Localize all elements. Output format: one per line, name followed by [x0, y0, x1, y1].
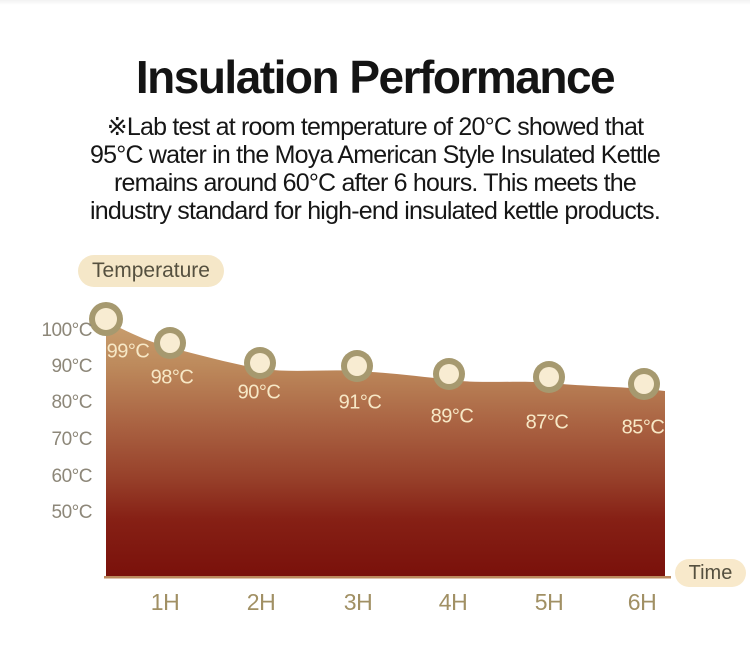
- point-label-5: 87°C: [525, 411, 569, 434]
- description-line-3: remains around 60°C after 6 hours. This …: [113, 169, 637, 197]
- data-point-dot: [160, 333, 180, 353]
- x-tick-label-6h: 6H: [627, 589, 657, 615]
- chart-baseline: [104, 576, 671, 579]
- description-line-1: ※Lab test at room temperature of 20°C sh…: [106, 113, 644, 141]
- temperature-axis-label: Temperature: [92, 259, 210, 282]
- point-label-3: 91°C: [338, 391, 382, 414]
- point-label-2: 90°C: [237, 381, 281, 404]
- point-label-1: 98°C: [150, 366, 194, 389]
- point-label-0: 99°C: [106, 340, 150, 363]
- data-point-2: [244, 347, 276, 379]
- y-tick-label-100: 100°C: [41, 320, 92, 341]
- x-tick-label-4h: 4H: [438, 589, 468, 615]
- temperature-axis-pill: Temperature: [78, 255, 224, 287]
- description-line-2: 95°C water in the Moya American Style In…: [90, 141, 661, 169]
- x-tick-label-5h: 5H: [534, 589, 564, 615]
- x-tick-label-3h: 3H: [343, 589, 373, 615]
- data-point-dot: [539, 367, 559, 387]
- data-point-4: [433, 358, 465, 390]
- page-title: Insulation Performance: [135, 51, 616, 103]
- data-point-3: [341, 350, 373, 382]
- description-line-4: industry standard for high-end insulated…: [89, 197, 661, 225]
- y-tick-label-80: 80°C: [51, 392, 93, 413]
- data-point-dot: [250, 353, 270, 373]
- data-point-dot: [634, 374, 654, 394]
- data-point-0: [89, 302, 123, 336]
- description: ※Lab test at room temperature of 20°C sh…: [0, 113, 750, 225]
- data-point-6: [628, 368, 660, 400]
- y-tick-label-90: 90°C: [51, 356, 93, 377]
- data-point-1: [154, 327, 186, 359]
- data-point-5: [533, 361, 565, 393]
- data-point-dot: [347, 356, 367, 376]
- time-axis-label: Time: [688, 561, 733, 584]
- point-label-6: 85°C: [621, 416, 665, 439]
- top-edge-shade: [0, 0, 750, 5]
- point-label-4: 89°C: [430, 405, 474, 428]
- x-tick-label-2h: 2H: [246, 589, 276, 615]
- temperature-area: [106, 321, 665, 576]
- y-tick-label-70: 70°C: [51, 429, 93, 450]
- data-point-dot: [95, 308, 117, 330]
- time-axis-pill: Time: [675, 559, 746, 587]
- y-tick-label-60: 60°C: [51, 466, 93, 487]
- data-point-dot: [439, 364, 459, 384]
- x-tick-label-1h: 1H: [150, 589, 180, 615]
- y-tick-label-50: 50°C: [51, 502, 93, 523]
